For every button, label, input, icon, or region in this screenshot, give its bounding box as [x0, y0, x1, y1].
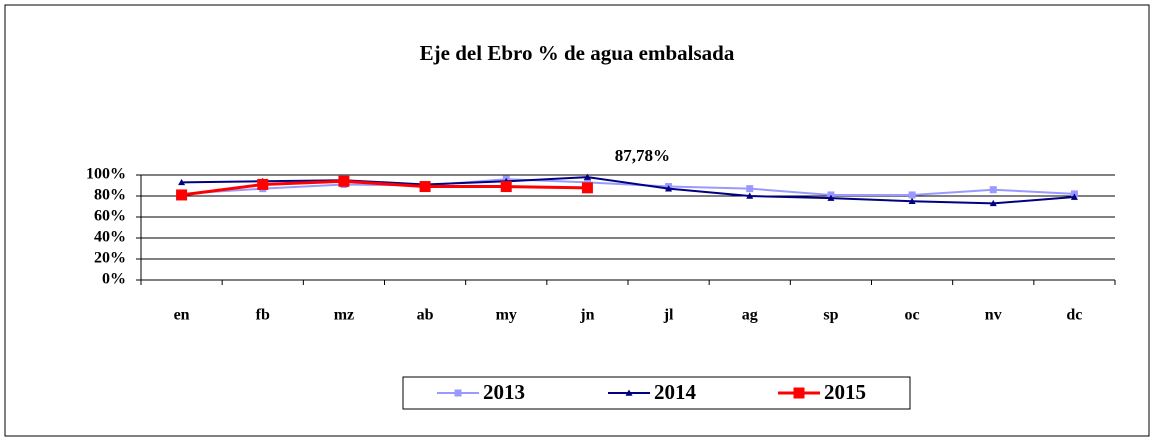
marker — [500, 181, 512, 193]
y-tick-label: 80% — [94, 187, 126, 204]
x-tick-label: oc — [905, 307, 920, 324]
x-tick-label: mz — [334, 307, 354, 324]
legend-label: 2014 — [654, 380, 697, 404]
marker — [625, 389, 633, 396]
series-line — [181, 178, 1075, 196]
marker — [583, 173, 591, 180]
marker — [793, 387, 805, 399]
marker — [338, 175, 350, 187]
marker — [1070, 193, 1078, 200]
marker — [746, 192, 754, 199]
x-tick-label: ab — [417, 307, 434, 324]
x-tick-label: en — [174, 307, 190, 324]
x-tick-label: dc — [1066, 307, 1082, 324]
marker — [257, 178, 269, 190]
y-tick-label: 60% — [94, 208, 126, 225]
y-tick-label: 0% — [102, 271, 126, 288]
marker — [989, 199, 997, 207]
x-tick-label: jl — [663, 307, 674, 324]
legend-box — [402, 376, 911, 410]
legend-label: 2013 — [483, 380, 525, 404]
marker — [908, 191, 916, 199]
marker — [908, 197, 916, 205]
marker — [176, 189, 188, 201]
x-tick-label: my — [496, 307, 517, 324]
y-tick-label: 20% — [94, 250, 126, 267]
marker — [454, 389, 462, 397]
x-tick-label: ag — [742, 307, 758, 324]
legend-label: 2015 — [824, 380, 866, 404]
marker — [665, 185, 673, 192]
marker — [746, 185, 754, 193]
chart-frame — [4, 4, 1150, 437]
series-line — [181, 179, 588, 197]
marker — [827, 194, 835, 201]
x-tick-label: nv — [985, 307, 1002, 324]
marker — [419, 181, 431, 193]
marker — [178, 178, 186, 186]
marker — [989, 186, 997, 194]
x-tick-label: sp — [823, 307, 838, 324]
y-tick-label: 100% — [86, 166, 126, 183]
x-tick-label: jn — [579, 307, 594, 324]
x-tick-label: fb — [256, 307, 270, 324]
annotation: 87,78% — [615, 146, 670, 165]
chart-title: Eje del Ebro % de agua embalsada — [420, 41, 735, 65]
marker — [581, 182, 593, 194]
y-tick-label: 40% — [94, 229, 126, 246]
